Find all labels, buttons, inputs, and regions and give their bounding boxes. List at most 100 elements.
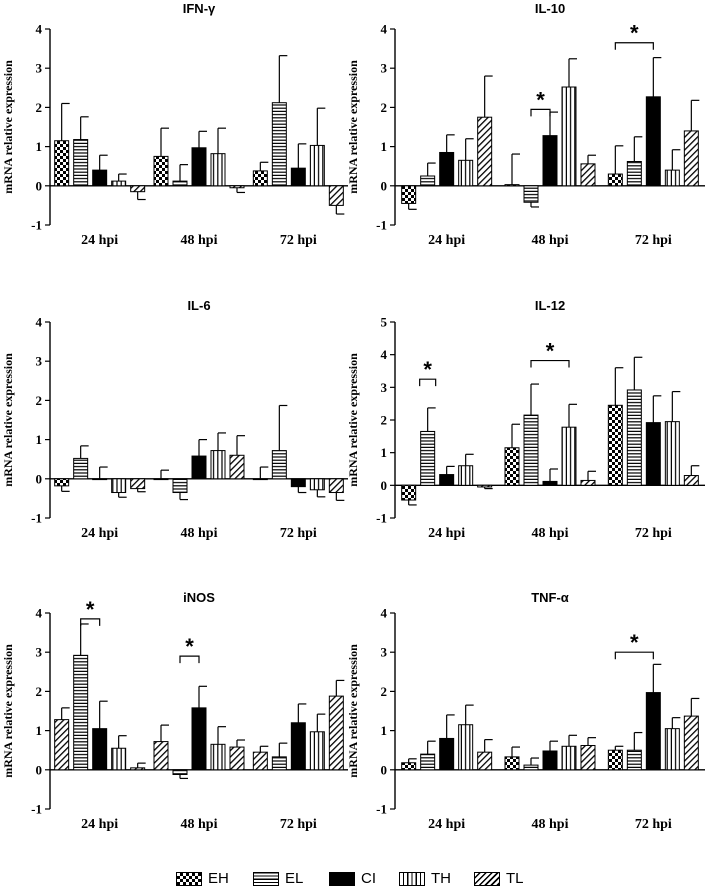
bar-el-48-hpi: [523, 764, 539, 771]
bar-ci-24-hpi: [92, 728, 108, 771]
x-tick-label-72-hpi: 72 hpi: [635, 526, 672, 541]
bar-eh-48-hpi: [504, 184, 520, 187]
bar-th-24-hpi: [458, 159, 474, 187]
bar-tl-72-hpi: [683, 715, 699, 771]
bar-th-72-hpi: [664, 169, 680, 187]
x-tick-label-48-hpi: 48 hpi: [532, 817, 569, 832]
bar-ci-24-hpi: [439, 737, 455, 771]
y-tick-label: -1: [376, 511, 387, 526]
bar-el-72-hpi: [626, 160, 642, 187]
x-tick-label-24-hpi: 24 hpi: [428, 526, 465, 541]
bar-ci-72-hpi: [290, 167, 306, 187]
bar-th-72-hpi: [664, 421, 680, 486]
bar-tl-24-hpi: [130, 478, 146, 490]
bar-tl-48-hpi: [580, 744, 596, 771]
bar-el-48-hpi: [172, 769, 188, 776]
bar-eh-48-hpi: [504, 447, 520, 486]
legend-label-ci: CI: [361, 870, 376, 887]
y-tick-label: 4: [36, 315, 43, 330]
significance-star: *: [630, 630, 639, 655]
bar-el-24-hpi: [420, 430, 436, 486]
bar-eh-24-hpi: [401, 185, 417, 204]
bar-el-72-hpi: [271, 756, 287, 771]
y-tick-label: 4: [381, 347, 388, 362]
bar-ci-48-hpi: [191, 455, 207, 480]
bar-tl-72-hpi: [252, 751, 268, 771]
y-tick-label: 3: [381, 380, 388, 395]
legend-swatch-tl: [474, 871, 500, 886]
y-tick-label: 2: [381, 413, 388, 428]
y-axis-label: mRNA relative expression: [1, 60, 15, 194]
significance-star: *: [423, 357, 432, 382]
bar-eh-48-hpi: [153, 155, 169, 187]
x-tick-label-72-hpi: 72 hpi: [280, 526, 317, 541]
bar-el-24-hpi: [73, 654, 89, 771]
bar-el-72-hpi: [626, 749, 642, 771]
bar-eh-48-hpi: [153, 478, 169, 481]
bar-eh-72-hpi: [252, 478, 268, 481]
chart-title: IFN-γ: [183, 1, 216, 16]
bar-th-48-hpi: [210, 153, 226, 187]
bar-th-24-hpi: [458, 465, 474, 486]
bar-ci-72-hpi: [290, 722, 306, 771]
bar-tl-48-hpi: [580, 163, 596, 187]
bar-tl-48-hpi: [229, 185, 245, 189]
y-tick-label: 2: [36, 100, 43, 115]
y-axis-label: mRNA relative expression: [346, 353, 360, 487]
legend-item-eh: EH: [176, 870, 229, 887]
bar-tl-72-hpi: [683, 475, 699, 486]
legend-label-tl: TL: [506, 870, 524, 887]
bar-eh-72-hpi: [607, 749, 623, 771]
x-tick-label-24-hpi: 24 hpi: [81, 817, 118, 832]
y-tick-label: 5: [381, 315, 388, 330]
bar-ci-48-hpi: [542, 135, 558, 187]
y-axis-label: mRNA relative expression: [346, 644, 360, 778]
y-tick-label: -1: [376, 218, 387, 233]
bar-th-72-hpi: [309, 731, 325, 771]
y-tick-label: 2: [381, 100, 388, 115]
bar-el-48-hpi: [523, 414, 539, 486]
y-tick-label: -1: [31, 511, 42, 526]
bar-tl-24-hpi: [477, 484, 493, 488]
bar-eh-24-hpi: [54, 478, 70, 487]
y-tick-label: 1: [36, 139, 43, 154]
chart-panel-il-12: IL-12 mRNA relative expression -1 0 1 2 3 4 5 * * 2…: [346, 298, 705, 541]
y-tick-label: -1: [31, 802, 42, 817]
y-tick-label: 2: [36, 393, 43, 408]
bar-tl-72-hpi: [328, 185, 344, 206]
bar-ci-48-hpi: [191, 147, 207, 187]
y-tick-label: 4: [36, 606, 43, 621]
x-tick-label-48-hpi: 48 hpi: [181, 526, 218, 541]
bar-th-48-hpi: [210, 743, 226, 771]
bar-ci-24-hpi: [439, 151, 455, 187]
bar-th-24-hpi: [111, 478, 127, 494]
y-tick-label: 3: [381, 645, 388, 660]
y-tick-label: 1: [36, 432, 43, 447]
y-tick-label: 0: [381, 762, 388, 777]
bar-el-48-hpi: [523, 185, 539, 203]
bar-tl-24-hpi: [477, 116, 493, 187]
bar-th-48-hpi: [561, 86, 577, 187]
y-tick-label: 4: [381, 606, 388, 621]
y-tick-label: 4: [381, 22, 388, 37]
bar-ci-72-hpi: [645, 422, 661, 486]
bar-ci-24-hpi: [439, 474, 455, 486]
legend-item-th: TH: [399, 870, 451, 887]
bar-th-48-hpi: [561, 745, 577, 771]
legend-swatch-el: [253, 871, 279, 886]
legend-item-tl: TL: [474, 870, 524, 887]
y-tick-label: 1: [36, 723, 43, 738]
significance-bracket: [179, 655, 200, 664]
chart-title: IL-6: [187, 298, 210, 313]
bar-el-24-hpi: [73, 457, 89, 480]
chart-panel-ifn: IFN-γ mRNA relative expression -1 0 1 2 3 4 24 h…: [1, 1, 348, 248]
significance-star: *: [86, 597, 95, 622]
legend-swatch-th: [399, 871, 425, 886]
y-tick-label: -1: [376, 802, 387, 817]
x-tick-label-24-hpi: 24 hpi: [81, 233, 118, 248]
bar-eh-24-hpi: [401, 484, 417, 501]
legend-label-eh: EH: [208, 870, 229, 887]
legend-item-ci: CI: [329, 870, 376, 887]
bar-eh-72-hpi: [607, 173, 623, 187]
chart-title: iNOS: [183, 590, 215, 605]
